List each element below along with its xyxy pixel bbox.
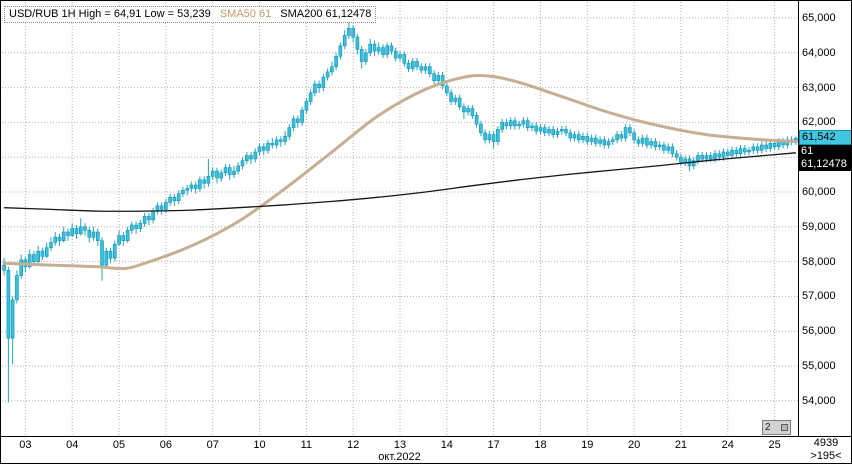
price-axis-label: 59,000 (802, 220, 836, 233)
price-axis-label: 62,000 (802, 116, 836, 129)
time-axis-label: 10 (253, 439, 266, 451)
gridlines (2, 2, 798, 436)
time-axis-label: 07 (206, 439, 219, 451)
price-axis-label: 57,000 (802, 290, 836, 303)
time-axis-label: 04 (66, 439, 79, 451)
ma-value-tag: 61 (799, 145, 851, 159)
ma-value-tag: 61,12478 (799, 158, 851, 172)
last-price-tag: 61,542 (799, 130, 851, 146)
minimized-chart-button[interactable]: 2 (762, 420, 791, 435)
time-axis-label: 20 (627, 439, 641, 451)
bars-visible: >195< (810, 450, 842, 462)
price-axis-label: 60,000 (802, 186, 836, 198)
time-axis-label: 25 (768, 439, 781, 451)
time-axis-label: 17 (487, 439, 500, 451)
price-axis-label: 63,000 (802, 81, 836, 94)
bars-total: 4939 (813, 437, 839, 449)
time-axis-label: 24 (721, 439, 734, 451)
price-axis-label: 58,000 (802, 255, 836, 268)
sma50-legend: SMA50 61 (219, 8, 272, 20)
candlestick-plot[interactable] (2, 2, 798, 436)
sma50-line (2, 73, 798, 271)
price-axis-label: 64,000 (802, 46, 836, 59)
sma200-legend: SMA200 61,12478 (280, 8, 372, 20)
time-axis-label: 03 (19, 439, 32, 451)
price-axis[interactable]: 65,00064,00063,00062,00061,00060,00059,0… (799, 1, 851, 436)
minimized-chart-label: 2 (765, 421, 771, 433)
time-axis-label: 14 (440, 439, 453, 451)
price-axis-label: 55,000 (802, 360, 836, 372)
time-axis-label: 13 (393, 439, 407, 451)
restore-icon (781, 424, 788, 431)
time-axis-label: 12 (347, 439, 360, 451)
time-axis-label: 18 (534, 439, 547, 451)
instrument-title: USD/RUB 1H High = 64,91 Low = 53,239 (9, 8, 211, 20)
month-label: окт.2022 (378, 451, 421, 463)
time-axis-separator (1, 436, 851, 437)
chart-title: USD/RUB 1H High = 64,91 Low = 53,239 SMA… (4, 6, 377, 23)
time-axis-label: 19 (581, 439, 594, 451)
time-axis-label: 05 (112, 439, 126, 451)
time-axis[interactable]: окт.2022 03 04 05 06 07 10 11 12 13 14 17 18 19 20 21 2… (1, 437, 798, 463)
time-axis-label: 21 (674, 439, 688, 451)
price-axis-separator (798, 1, 799, 437)
price-axis-label: 54,000 (802, 394, 836, 407)
time-axis-label: 06 (159, 439, 172, 451)
candles-series (2, 21, 798, 403)
price-axis-label: 65,000 (802, 12, 836, 24)
price-axis-label: 56,000 (802, 325, 836, 338)
time-axis-label: 11 (300, 439, 313, 451)
sma200-line (4, 152, 796, 212)
bars-counter: 4939 >195< (799, 437, 851, 463)
